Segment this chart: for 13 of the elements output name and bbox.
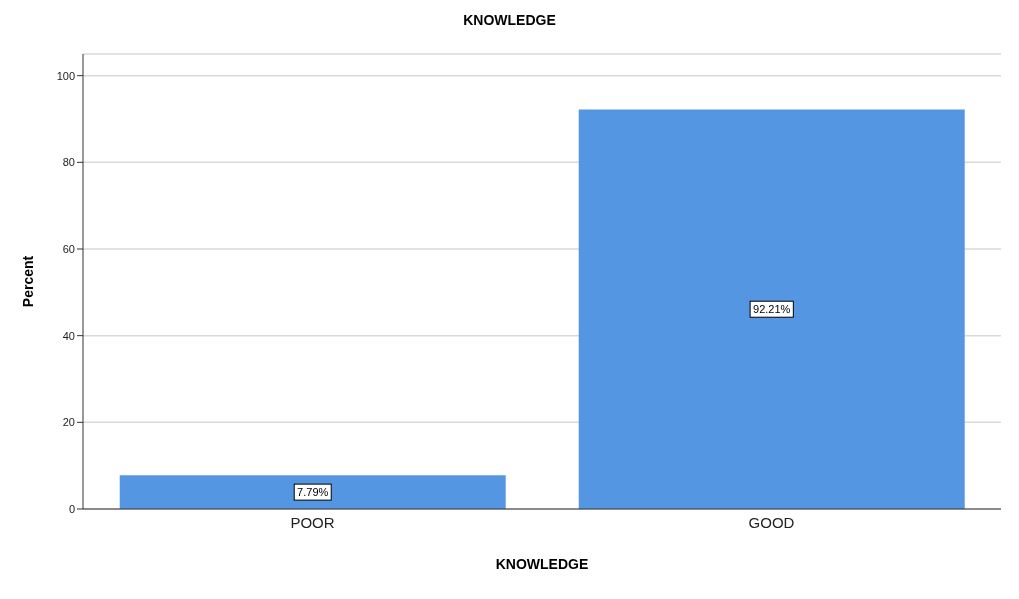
y-tick-label: 60 <box>62 242 75 255</box>
data-label: 92.21% <box>753 303 791 316</box>
y-tick-label: 80 <box>62 156 75 169</box>
y-tick-label: 100 <box>56 69 75 82</box>
y-tick-label: 20 <box>62 416 75 429</box>
y-tick-label: 40 <box>62 329 75 342</box>
x-tick-label: GOOD <box>748 513 795 531</box>
data-label: 7.79% <box>297 486 329 499</box>
y-axis-title: Percent <box>19 255 36 308</box>
x-axis-title: KNOWLEDGE <box>495 555 589 572</box>
chart-title: KNOWLEDGE <box>462 11 557 30</box>
x-tick-label: POOR <box>290 513 335 531</box>
y-tick-label: 0 <box>68 502 75 515</box>
